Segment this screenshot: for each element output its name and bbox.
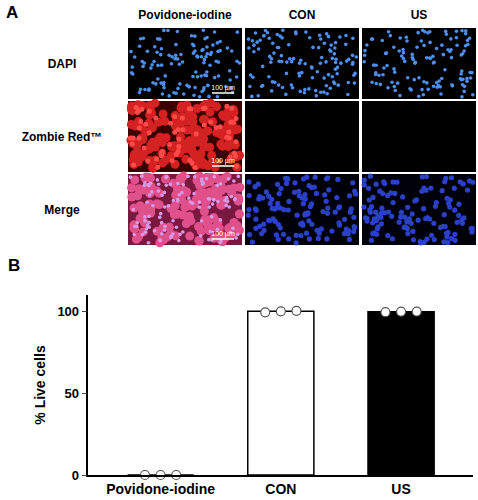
svg-text:Merge: Merge — [44, 203, 80, 217]
svg-text:% Live cells: % Live cells — [32, 345, 48, 425]
svg-text:US: US — [391, 481, 410, 497]
svg-text:Povidone-iodine: Povidone-iodine — [138, 8, 232, 22]
svg-text:US: US — [411, 8, 428, 22]
svg-text:CON: CON — [289, 8, 316, 22]
svg-text:A: A — [6, 3, 18, 22]
svg-text:50: 50 — [65, 386, 79, 401]
svg-text:0: 0 — [72, 468, 79, 483]
svg-text:100 µm: 100 µm — [211, 230, 235, 238]
svg-text:B: B — [8, 256, 20, 275]
svg-text:100 µm: 100 µm — [211, 157, 235, 165]
svg-text:100 µm: 100 µm — [211, 84, 235, 92]
svg-text:Povidone-iodine: Povidone-iodine — [106, 481, 215, 497]
svg-text:Zombie Red™: Zombie Red™ — [22, 130, 103, 144]
svg-text:CON: CON — [265, 481, 296, 497]
svg-text:DAPI: DAPI — [48, 57, 77, 71]
svg-text:100: 100 — [57, 304, 79, 319]
